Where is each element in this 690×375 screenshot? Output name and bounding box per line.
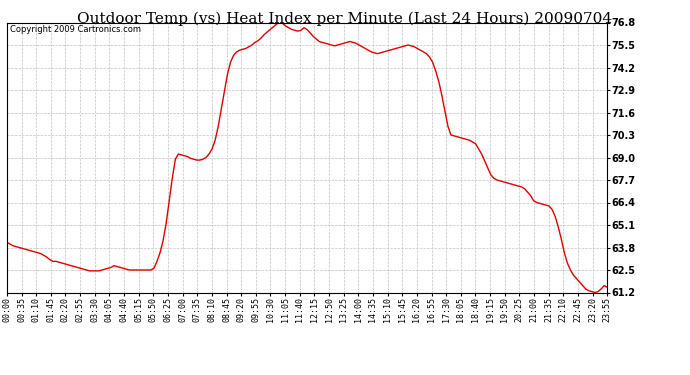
- Text: Copyright 2009 Cartronics.com: Copyright 2009 Cartronics.com: [10, 25, 141, 34]
- Text: Outdoor Temp (vs) Heat Index per Minute (Last 24 Hours) 20090704: Outdoor Temp (vs) Heat Index per Minute …: [77, 11, 613, 26]
